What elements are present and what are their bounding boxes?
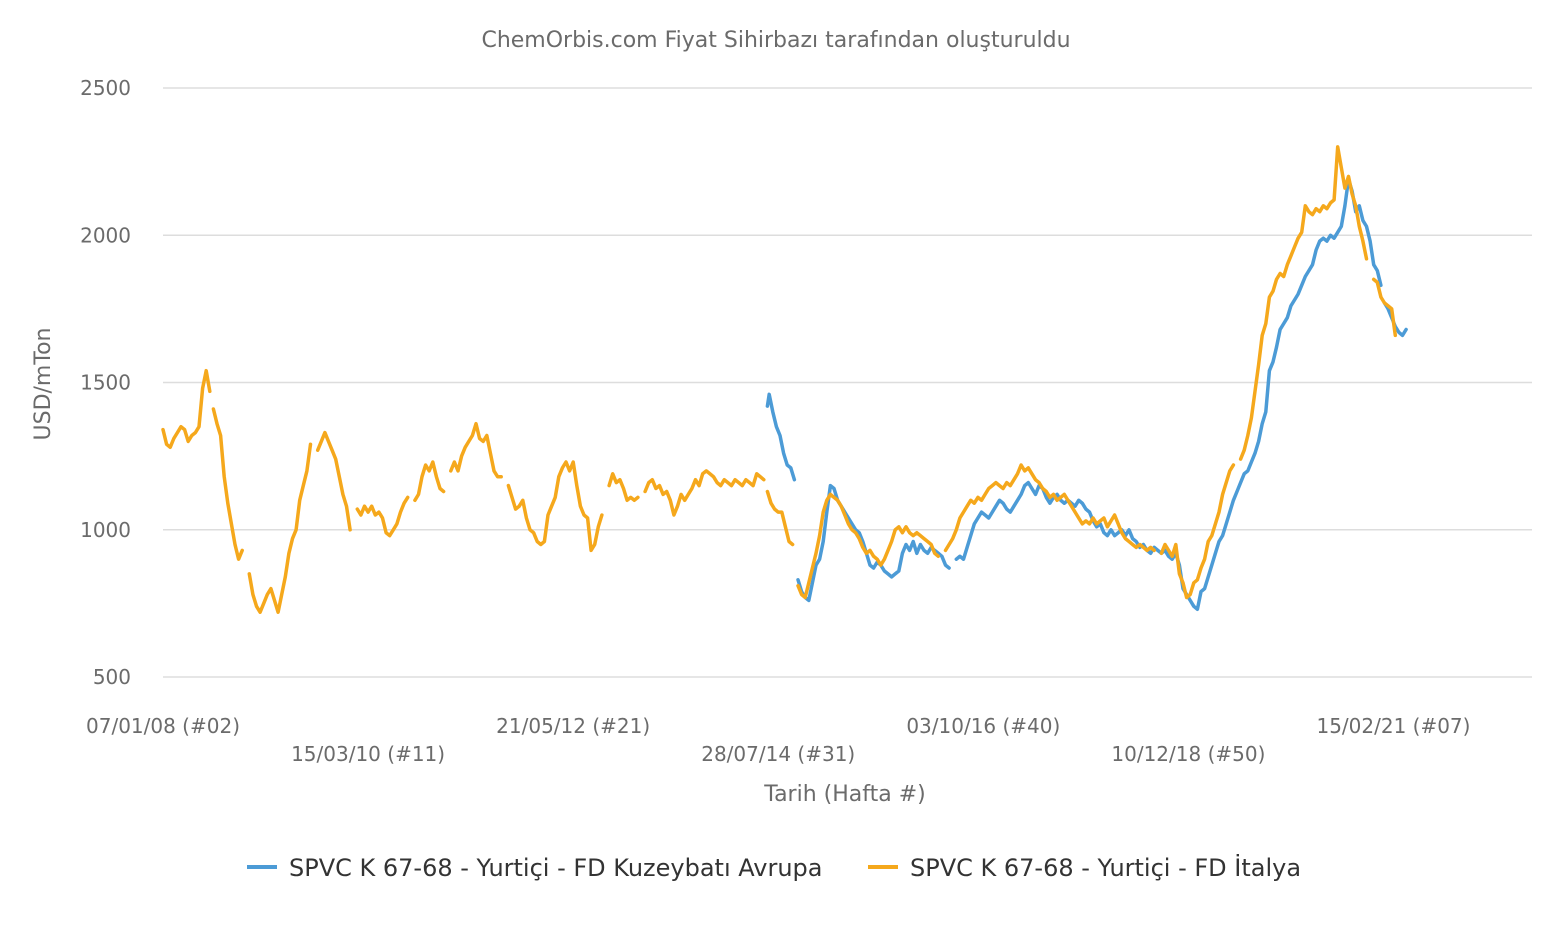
x-tick-label: 10/12/18 (#50) bbox=[1111, 742, 1265, 766]
x-tick-label: 07/01/08 (#02) bbox=[86, 714, 240, 738]
x-tick-label: 15/02/21 (#07) bbox=[1316, 714, 1470, 738]
y-tick-label: 500 bbox=[93, 665, 131, 689]
y-axis-ticks: 500 1000 1500 2000 2500 bbox=[80, 76, 131, 689]
gridlines bbox=[163, 87, 1532, 678]
legend: SPVC K 67-68 - Yurtiçi - FD Kuzeybatı Av… bbox=[247, 853, 1301, 882]
series-line-2 bbox=[161, 145, 1398, 614]
y-tick-label: 2500 bbox=[80, 76, 131, 100]
legend-label-2: SPVC K 67-68 - Yurtiçi - FD İtalya bbox=[910, 853, 1301, 882]
x-tick-label: 21/05/12 (#21) bbox=[496, 714, 650, 738]
y-tick-label: 1000 bbox=[80, 518, 131, 542]
y-tick-label: 2000 bbox=[80, 223, 131, 247]
x-axis-label: Tarih (Hafta #) bbox=[763, 782, 925, 807]
y-axis-label: USD/mTon bbox=[31, 328, 56, 441]
series-line-1 bbox=[765, 177, 1408, 612]
legend-label-1: SPVC K 67-68 - Yurtiçi - FD Kuzeybatı Av… bbox=[289, 854, 823, 882]
x-tick-label: 15/03/10 (#11) bbox=[291, 742, 445, 766]
y-tick-label: 1500 bbox=[80, 371, 131, 395]
x-axis-ticks: 07/01/08 (#02) 15/03/10 (#11) 21/05/12 (#2… bbox=[86, 714, 1470, 766]
x-tick-label: 03/10/16 (#40) bbox=[906, 714, 1060, 738]
x-tick-label: 28/07/14 (#31) bbox=[701, 742, 855, 766]
chart-title: ChemOrbis.com Fiyat Sihirbazı tarafından… bbox=[481, 28, 1070, 53]
series-lines bbox=[161, 145, 1408, 614]
